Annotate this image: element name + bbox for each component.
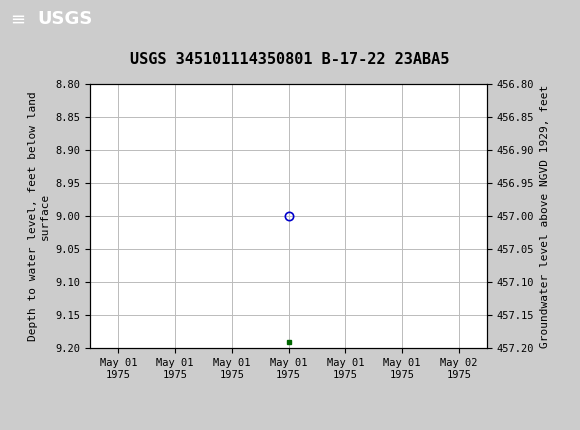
Text: USGS: USGS	[38, 10, 93, 28]
Y-axis label: Groundwater level above NGVD 1929, feet: Groundwater level above NGVD 1929, feet	[540, 84, 550, 348]
Text: ≡: ≡	[10, 10, 26, 28]
Text: USGS 345101114350801 B-17-22 23ABA5: USGS 345101114350801 B-17-22 23ABA5	[130, 52, 450, 67]
Y-axis label: Depth to water level, feet below land
surface: Depth to water level, feet below land su…	[28, 91, 50, 341]
